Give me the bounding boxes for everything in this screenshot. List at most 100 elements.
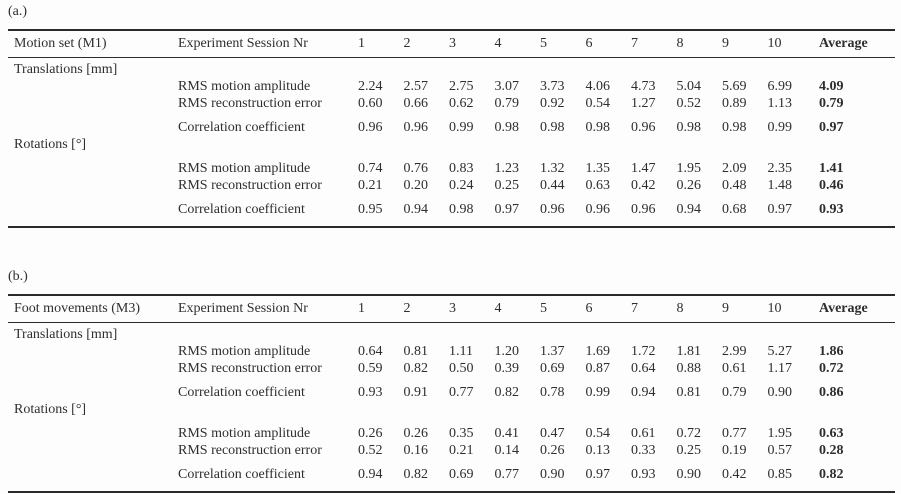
session-value: 0.59 bbox=[358, 361, 383, 376]
session-value: 5.69 bbox=[722, 79, 747, 94]
session-value: 1.37 bbox=[540, 344, 565, 359]
session-value: 0.88 bbox=[676, 361, 702, 376]
session-value: 2.99 bbox=[722, 344, 747, 359]
session-value: 0.93 bbox=[358, 385, 383, 400]
average-value: 0.97 bbox=[819, 120, 844, 135]
session-value: 0.91 bbox=[403, 385, 429, 400]
panel-label-a: (a.) bbox=[8, 4, 28, 19]
group-spacer bbox=[8, 343, 178, 360]
session-value: 0.90 bbox=[676, 467, 702, 482]
session-value: 6.99 bbox=[767, 79, 793, 94]
session-value: 1.47 bbox=[631, 161, 656, 176]
session-value: 0.61 bbox=[722, 361, 747, 376]
results-table-panel-a: (a.) Motion set (M1) Experiment Session N… bbox=[8, 4, 895, 228]
session-number-header: 8 bbox=[676, 301, 684, 316]
data-row: Correlation coefficient 0.94 0.82 0.69 0.77 0… bbox=[8, 466, 895, 483]
session-value: 0.42 bbox=[631, 178, 656, 193]
table-body: Translations [mm] RMS motion amplitude 0.6… bbox=[8, 323, 895, 483]
session-value: 0.24 bbox=[449, 178, 474, 193]
session-value: 1.35 bbox=[585, 161, 611, 176]
session-value: 1.27 bbox=[631, 96, 656, 111]
session-value: 0.96 bbox=[540, 202, 565, 217]
session-value: 0.95 bbox=[358, 202, 383, 217]
session-number-header: 10 bbox=[767, 301, 782, 316]
session-value: 2.57 bbox=[403, 79, 429, 94]
session-value: 0.25 bbox=[676, 443, 702, 458]
session-value: 0.94 bbox=[676, 202, 702, 217]
average-value: 0.86 bbox=[819, 385, 844, 400]
group-spacer bbox=[8, 201, 178, 218]
session-value: 0.66 bbox=[403, 96, 429, 111]
panel-label-b: (b.) bbox=[8, 269, 28, 284]
session-value: 1.95 bbox=[767, 426, 793, 441]
session-value: 0.20 bbox=[403, 178, 429, 193]
data-row: RMS motion amplitude 0.74 0.76 0.83 1.23 1.32… bbox=[8, 160, 895, 177]
session-number-header: 7 bbox=[631, 301, 638, 316]
session-value: 0.98 bbox=[449, 202, 474, 217]
session-number-header: 5 bbox=[540, 36, 547, 51]
session-value: 0.57 bbox=[767, 443, 793, 458]
session-value: 1.48 bbox=[767, 178, 793, 193]
session-value: 0.14 bbox=[494, 443, 520, 458]
group-spacer bbox=[8, 425, 178, 442]
session-value: 2.24 bbox=[358, 79, 383, 94]
session-value: 1.32 bbox=[540, 161, 565, 176]
session-value: 0.92 bbox=[540, 96, 565, 111]
session-value: 0.96 bbox=[358, 120, 383, 135]
session-value: 0.99 bbox=[449, 120, 474, 135]
group-spacer bbox=[8, 95, 178, 112]
average-value: 0.46 bbox=[819, 178, 844, 193]
group-spacer bbox=[8, 442, 178, 459]
session-value: 0.69 bbox=[540, 361, 565, 376]
average-value: 1.41 bbox=[819, 161, 844, 176]
average-value: 0.63 bbox=[819, 426, 844, 441]
row-group-header: Motion set (M1) bbox=[14, 36, 107, 51]
session-header: Experiment Session Nr bbox=[178, 301, 308, 316]
session-value: 0.90 bbox=[540, 467, 565, 482]
metric-label: Correlation coefficient bbox=[178, 467, 305, 482]
session-value: 0.78 bbox=[540, 385, 565, 400]
session-value: 1.20 bbox=[494, 344, 520, 359]
average-header: Average bbox=[819, 36, 868, 51]
group-label-row: Rotations [°] bbox=[8, 136, 895, 153]
session-value: 0.97 bbox=[767, 202, 793, 217]
session-number-header: 9 bbox=[722, 301, 729, 316]
session-value: 0.96 bbox=[631, 202, 656, 217]
session-value: 0.74 bbox=[358, 161, 383, 176]
group-spacer bbox=[8, 466, 178, 483]
session-value: 5.27 bbox=[767, 344, 793, 359]
row-group-header: Foot movements (M3) bbox=[14, 301, 140, 316]
metric-label: RMS motion amplitude bbox=[178, 344, 311, 359]
session-value: 1.72 bbox=[631, 344, 656, 359]
session-number-header: 10 bbox=[767, 36, 782, 51]
session-value: 1.17 bbox=[767, 361, 793, 376]
average-value: 4.09 bbox=[819, 79, 844, 94]
metric-label: Correlation coefficient bbox=[178, 202, 305, 217]
metric-label: RMS motion amplitude bbox=[178, 161, 311, 176]
average-value: 1.86 bbox=[819, 344, 844, 359]
data-row: RMS reconstruction error 0.60 0.66 0.62 0.79… bbox=[8, 95, 895, 112]
metric-label: RMS reconstruction error bbox=[178, 443, 322, 458]
session-value: 0.96 bbox=[631, 120, 656, 135]
session-value: 0.21 bbox=[449, 443, 474, 458]
session-number-header: 8 bbox=[676, 36, 684, 51]
session-value: 0.64 bbox=[631, 361, 656, 376]
session-value: 0.61 bbox=[631, 426, 656, 441]
session-number-header: 3 bbox=[449, 36, 456, 51]
metric-label: RMS reconstruction error bbox=[178, 178, 322, 193]
session-value: 2.35 bbox=[767, 161, 793, 176]
session-header: Experiment Session Nr bbox=[178, 36, 308, 51]
session-value: 0.41 bbox=[494, 426, 520, 441]
session-value: 0.83 bbox=[449, 161, 474, 176]
average-header: Average bbox=[819, 301, 868, 316]
session-value: 0.35 bbox=[449, 426, 474, 441]
session-value: 0.69 bbox=[449, 467, 474, 482]
session-value: 0.79 bbox=[722, 385, 747, 400]
session-value: 0.62 bbox=[449, 96, 474, 111]
session-value: 0.60 bbox=[358, 96, 383, 111]
session-value: 0.13 bbox=[585, 443, 611, 458]
session-value: 1.23 bbox=[494, 161, 520, 176]
table-header-row: Foot movements (M3) Experiment Session Nr… bbox=[8, 294, 895, 323]
session-value: 0.33 bbox=[631, 443, 656, 458]
session-value: 2.75 bbox=[449, 79, 474, 94]
